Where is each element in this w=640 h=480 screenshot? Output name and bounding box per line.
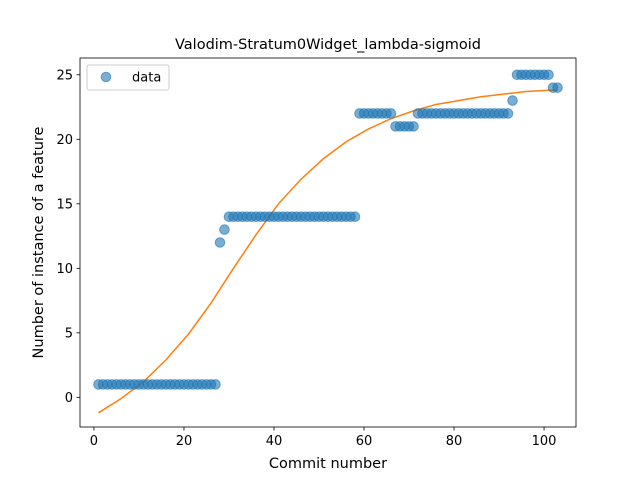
y-tick-label: 25 — [56, 68, 73, 83]
legend-label-data: data — [132, 71, 161, 86]
data-point — [507, 95, 518, 106]
x-tick-label: 100 — [532, 434, 557, 449]
data-point — [408, 121, 419, 132]
plot-frame — [79, 57, 577, 428]
chart-title: Valodim-Stratum0Widget_lambda-sigmoid — [175, 37, 481, 53]
data-point — [349, 211, 361, 222]
legend-box — [86, 64, 170, 91]
fit-curve — [98, 89, 558, 414]
fit-curve-layer — [98, 89, 558, 414]
y-axis-label: Number of instance of a feature — [31, 126, 47, 358]
data-point — [219, 224, 230, 235]
legend: data — [86, 64, 170, 91]
data-point — [385, 108, 397, 119]
legend-marker-data — [100, 71, 112, 83]
y-tick-label: 15 — [56, 197, 73, 212]
data-point — [210, 379, 221, 390]
y-tick-label: 0 — [65, 391, 73, 406]
y-axis: 0 5 10 15 20 25 — [56, 68, 80, 406]
data-point — [502, 108, 514, 119]
x-tick-label: 0 — [90, 434, 98, 449]
x-tick-label: 60 — [356, 434, 373, 449]
data-points-layer — [93, 69, 563, 390]
y-tick-label: 10 — [56, 262, 73, 277]
x-tick-label: 80 — [446, 434, 463, 449]
x-tick-label: 20 — [176, 434, 193, 449]
data-point — [552, 82, 563, 93]
x-tick-label: 40 — [266, 434, 283, 449]
data-point — [543, 69, 554, 81]
x-axis: 0 20 40 60 80 100 — [90, 427, 557, 449]
y-tick-label: 5 — [65, 326, 73, 341]
y-tick-label: 20 — [56, 133, 73, 148]
plot-area — [80, 58, 576, 427]
data-point — [214, 237, 226, 248]
x-axis-label: Commit number — [269, 456, 387, 472]
